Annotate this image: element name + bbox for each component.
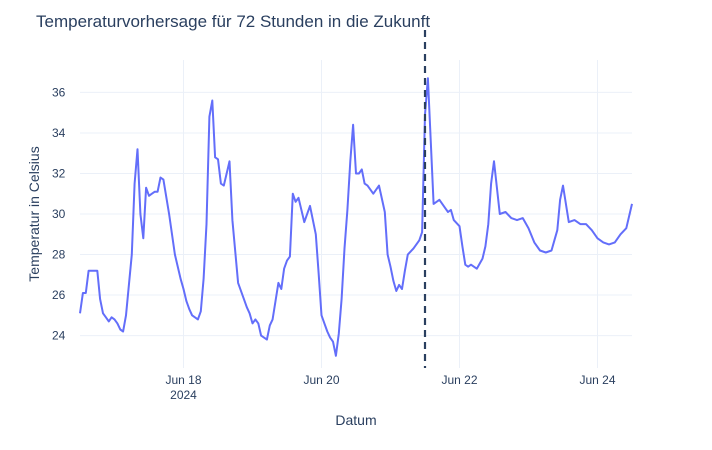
chart-title: Temperaturvorhersage für 72 Stunden in d… [36, 12, 431, 31]
y-tick-labels: 24 26 28 30 32 34 36 [52, 85, 66, 342]
y-tick-label: 32 [52, 166, 66, 180]
series-line-temperature [79, 77, 633, 357]
y-tick-label: 28 [52, 248, 66, 262]
x-axis-title: Datum [335, 412, 376, 428]
y-axis-title: Temperatur in Celsius [26, 146, 42, 281]
x-tick-label: Jun 20 [303, 373, 339, 387]
y-tick-label: 24 [52, 329, 66, 343]
x-tick-label: Jun 24 [579, 373, 615, 387]
y-tick-label: 26 [52, 288, 66, 302]
x-tick-sublabel: 2024 [170, 388, 197, 402]
x-tick-label: Jun 18 [165, 373, 201, 387]
x-tick-label: Jun 22 [441, 373, 477, 387]
y-tick-label: 34 [52, 126, 66, 140]
grid [80, 60, 632, 368]
y-tick-label: 30 [52, 207, 66, 221]
y-tick-label: 36 [52, 85, 66, 99]
